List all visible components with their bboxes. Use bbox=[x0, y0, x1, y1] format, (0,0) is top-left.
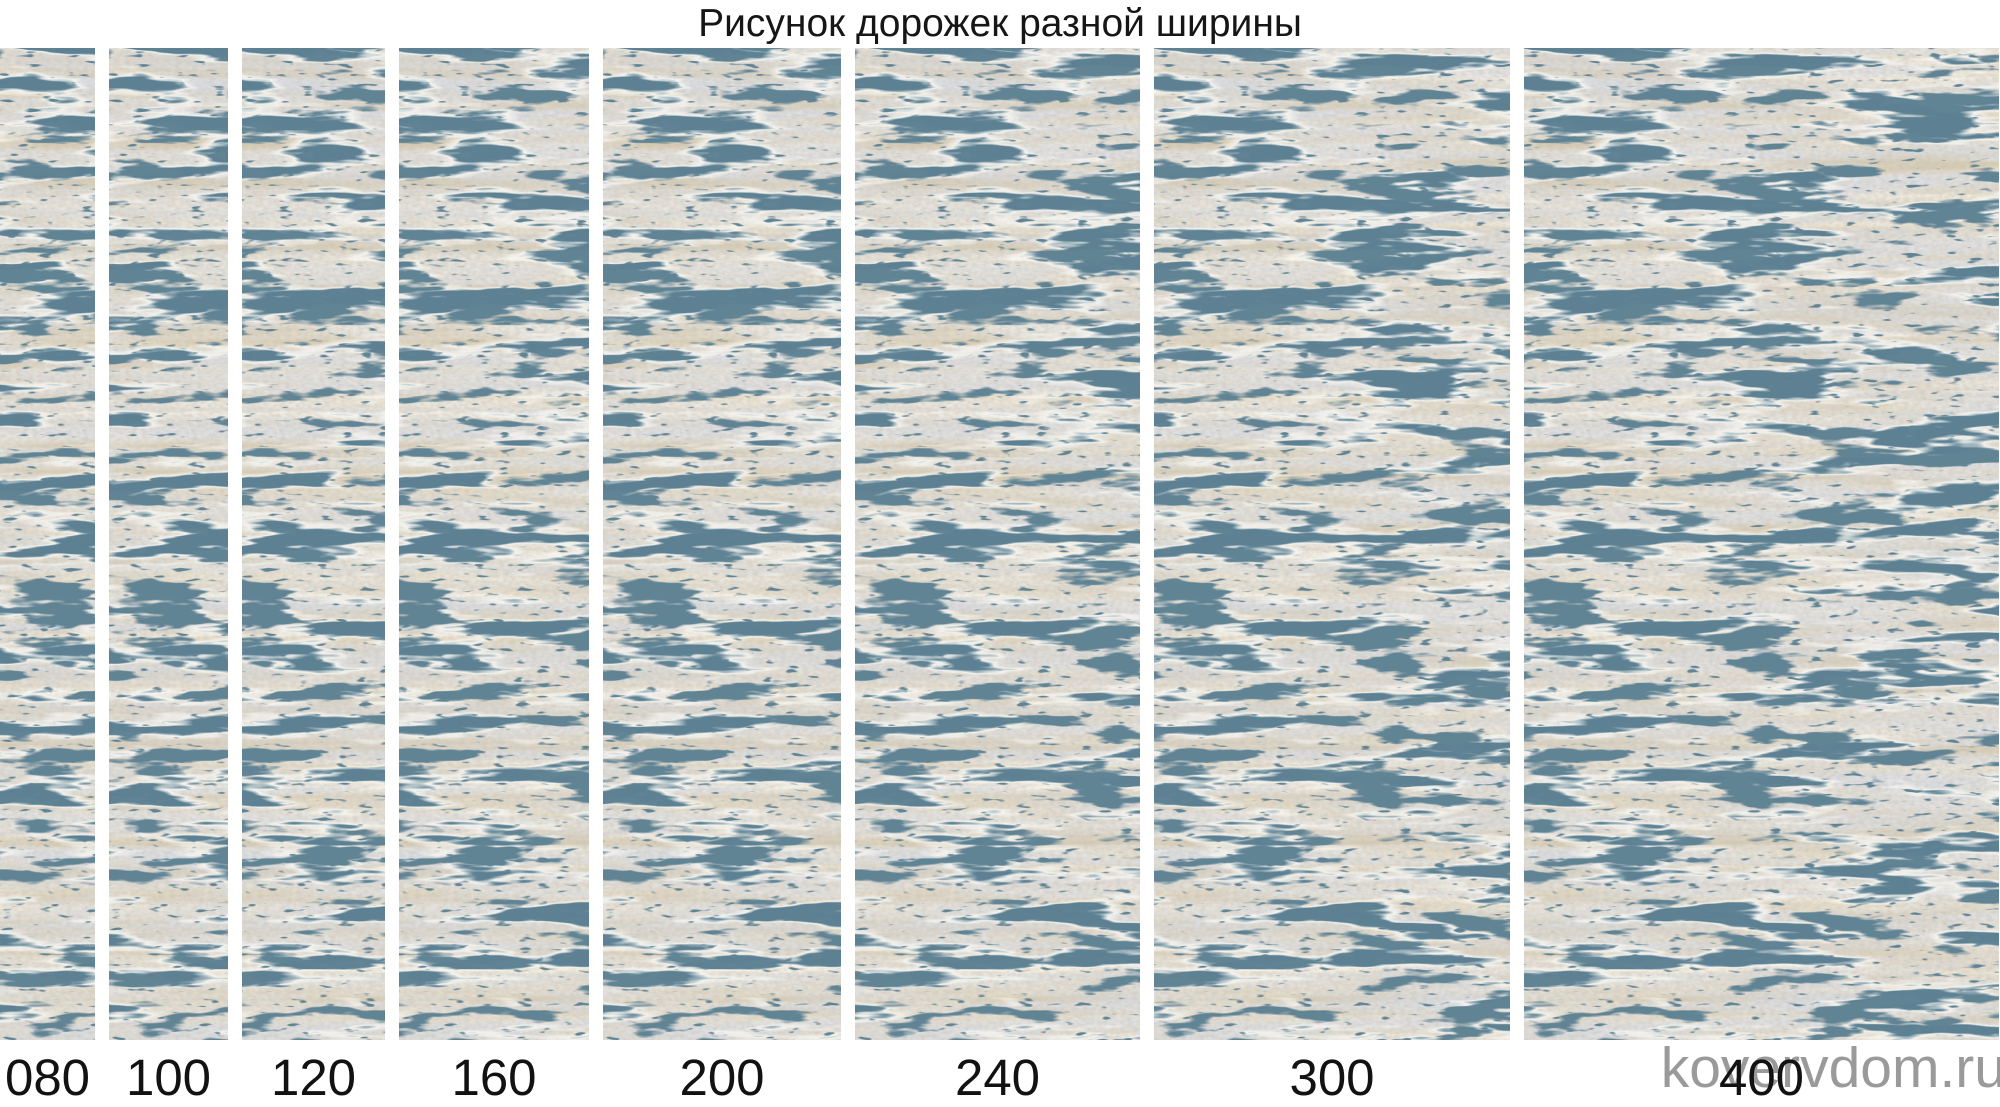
page-title: Рисунок дорожек разной ширины bbox=[698, 2, 1302, 45]
width-label: 080 bbox=[4, 1049, 91, 1106]
carpet-texture-image bbox=[0, 48, 95, 1040]
runner-strip-200: 200 bbox=[603, 48, 841, 1103]
carpet-texture-image bbox=[242, 48, 385, 1040]
runner-strip-120: 120 bbox=[242, 48, 385, 1103]
carpet-texture-image bbox=[603, 48, 841, 1040]
width-label: 400 bbox=[1718, 1049, 1805, 1106]
carpet-texture-image bbox=[855, 48, 1140, 1040]
width-label: 160 bbox=[451, 1049, 537, 1106]
width-label: 200 bbox=[679, 1049, 765, 1106]
carpet-texture-image bbox=[1524, 48, 1999, 1040]
carpet-texture-image bbox=[109, 48, 228, 1040]
runner-strip-160: 160 bbox=[399, 48, 589, 1103]
width-label: 240 bbox=[954, 1049, 1041, 1106]
runner-strip-400: 400 bbox=[1524, 48, 1999, 1103]
watermark: kovervdom.ru bbox=[1660, 1036, 2000, 1100]
runner-strip-100: 100 bbox=[109, 48, 228, 1103]
carpet-texture-image bbox=[399, 48, 589, 1040]
width-label: 100 bbox=[125, 1049, 212, 1106]
carpet-texture-image bbox=[1154, 48, 1510, 1040]
runner-strip-240: 240 bbox=[855, 48, 1140, 1103]
runner-strip-300: 300 bbox=[1154, 48, 1510, 1103]
width-label: 120 bbox=[270, 1049, 357, 1106]
runner-strip-080: 080 bbox=[0, 48, 95, 1103]
width-label: 300 bbox=[1289, 1049, 1375, 1106]
runner-strips-row: 080 100 120 160 200 240 300 400 bbox=[0, 48, 1999, 1107]
